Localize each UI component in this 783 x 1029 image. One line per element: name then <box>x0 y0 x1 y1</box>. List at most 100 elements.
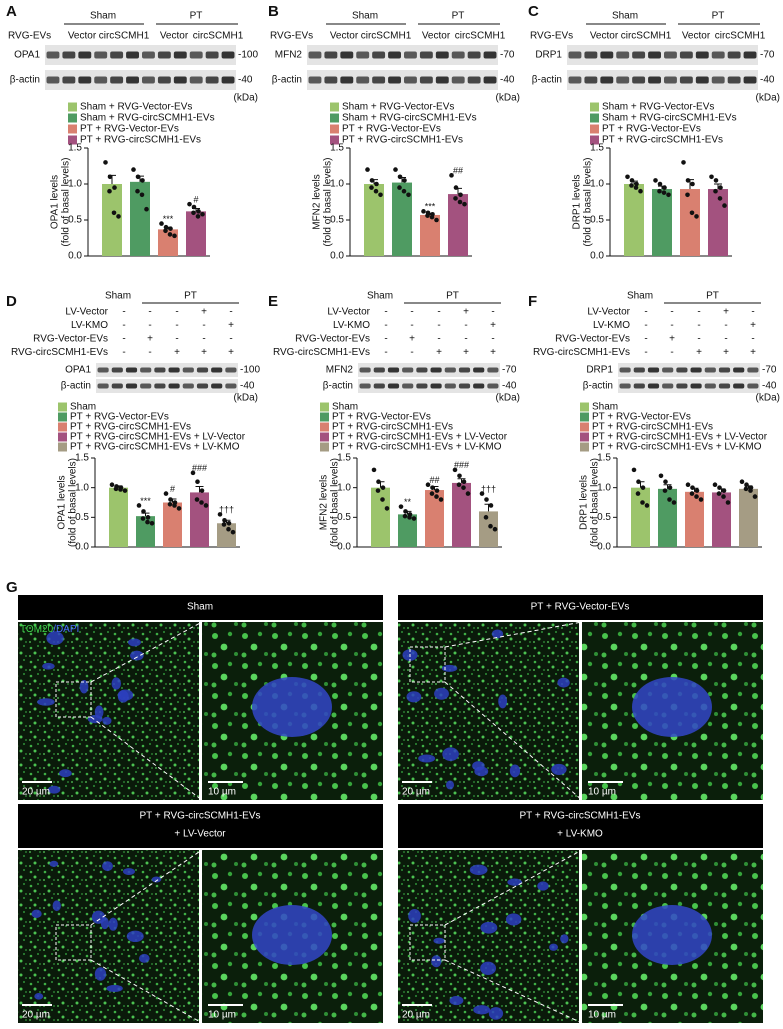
legend-label: PT + RVG-circSCMH1-EVs + LV-Vector <box>332 432 508 443</box>
y-tick-label: 1.0 <box>597 482 611 493</box>
legend-label: PT + RVG-circSCMH1-EVs + LV-Vector <box>70 432 246 443</box>
legend-swatch <box>590 124 599 134</box>
blot-band <box>189 76 203 84</box>
blot-band <box>205 51 219 59</box>
blot-band <box>435 51 449 59</box>
blot-band <box>110 51 124 59</box>
data-point <box>380 497 385 502</box>
blot-marker: -40 <box>762 381 777 392</box>
blot-band <box>568 76 582 84</box>
nucleus <box>491 629 504 639</box>
image-title: + LV-KMO <box>557 829 603 840</box>
nucleus <box>46 631 64 645</box>
blot-background <box>358 363 500 377</box>
condition-sign: - <box>175 334 178 345</box>
data-point <box>725 500 731 505</box>
y-axis-label: DRP1 levels <box>579 475 590 530</box>
blot-band <box>430 367 442 373</box>
legend-label: PT + RVG-circSCMH1-EVs + LV-KMO <box>592 442 762 453</box>
data-point <box>671 500 677 505</box>
y-tick-label: 0.0 <box>75 542 89 553</box>
nucleus <box>557 677 570 688</box>
blot-marker: -40 <box>500 75 515 86</box>
condition-sign: - <box>491 334 494 345</box>
blot-band <box>225 383 237 389</box>
nucleus <box>537 881 549 891</box>
condition-sign: - <box>384 307 387 318</box>
condition-sign: - <box>437 320 440 331</box>
condition-sign: - <box>122 334 125 345</box>
data-point <box>739 479 745 485</box>
nucleus <box>551 763 567 775</box>
blot-band <box>125 367 138 373</box>
scale-label: 20 µm <box>402 1010 430 1021</box>
data-point <box>629 178 635 183</box>
data-point <box>199 488 205 493</box>
nucleus <box>127 638 141 647</box>
legend-swatch <box>330 102 339 112</box>
nucleus <box>122 868 135 875</box>
condition-sign: + <box>228 320 234 331</box>
bar <box>685 491 704 547</box>
blot-lane: circSCMH1 <box>361 31 412 42</box>
significance-label: ††† <box>481 484 496 494</box>
blot-group: Sham <box>627 291 653 302</box>
scale-label: 20 µm <box>402 787 430 798</box>
blot-unit: (kDa) <box>496 393 520 404</box>
condition-sign: - <box>724 320 727 331</box>
y-tick-label: 0.5 <box>590 215 604 226</box>
data-point <box>103 160 108 165</box>
data-point <box>694 494 699 499</box>
nucleus <box>117 689 134 701</box>
condition-sign: - <box>751 334 754 345</box>
data-point <box>429 491 435 496</box>
blot-band <box>430 383 442 389</box>
condition-sign: - <box>122 347 125 358</box>
blot-band <box>78 76 92 84</box>
bar <box>452 482 471 547</box>
nucleus <box>59 769 72 778</box>
condition-sign: - <box>491 307 494 318</box>
condition-label: RVG-circSCMH1-EVs <box>273 347 370 358</box>
image-title: PT + RVG-circSCMH1-EVs <box>139 811 260 822</box>
bar <box>425 490 444 547</box>
nucleus <box>91 910 106 924</box>
blot-band <box>211 367 223 373</box>
legend-label: PT + RVG-circSCMH1-EVs <box>70 422 191 433</box>
blot-band <box>340 51 354 59</box>
nucleus <box>406 691 422 703</box>
data-point <box>190 470 196 476</box>
blot-band <box>62 76 76 84</box>
error-bar <box>195 485 204 493</box>
bar <box>163 502 182 547</box>
condition-sign: - <box>644 320 647 331</box>
blot-unit: (kDa) <box>756 393 780 404</box>
blot-band <box>733 367 745 373</box>
blot-row-label: β-actin <box>583 381 613 392</box>
blot-band <box>648 76 661 84</box>
blot-group: Sham <box>367 291 393 302</box>
legend-swatch <box>320 402 329 412</box>
blot-unit: (kDa) <box>496 93 520 104</box>
legend-swatch <box>58 402 67 412</box>
blot-band <box>662 383 674 389</box>
blot-band <box>359 383 371 389</box>
blot-band <box>718 367 731 373</box>
blot-group: Sham <box>90 11 116 22</box>
y-axis-label: (fold of basal levels) <box>330 458 341 547</box>
blot-band <box>451 76 465 84</box>
condition-sign: - <box>122 320 125 331</box>
blot-row-label: β-actin <box>323 381 353 392</box>
data-point <box>634 181 639 187</box>
y-tick-label: 1.0 <box>330 179 344 190</box>
condition-sign: - <box>384 320 387 331</box>
condition-sign: - <box>175 320 178 331</box>
title-bar <box>18 595 383 620</box>
bar <box>479 511 498 547</box>
blot-lane: circSCMH1 <box>715 31 766 42</box>
data-point <box>107 188 112 194</box>
blot-band <box>324 51 338 59</box>
legend-label: PT + RVG-circSCMH1-EVs <box>592 422 713 433</box>
data-point <box>168 226 173 231</box>
data-point <box>149 520 155 526</box>
